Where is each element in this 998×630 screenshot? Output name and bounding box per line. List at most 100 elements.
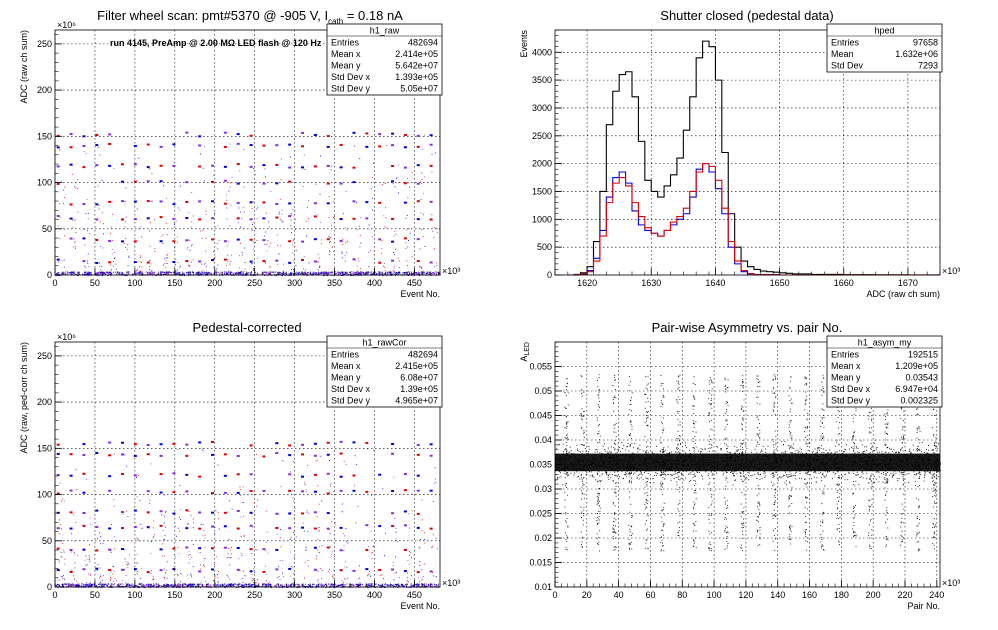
data-point	[293, 567, 294, 568]
data-point	[167, 254, 168, 255]
data-point	[239, 267, 240, 268]
data-point	[111, 524, 112, 525]
data-point	[241, 218, 242, 219]
data-point	[628, 451, 629, 452]
data-point	[232, 509, 233, 510]
data-point	[193, 527, 194, 528]
data-point	[730, 472, 731, 473]
data-point	[811, 467, 812, 468]
data-point	[930, 463, 931, 464]
data-point	[198, 441, 201, 443]
data-point	[293, 501, 294, 502]
data-point	[317, 460, 318, 461]
data-point	[780, 457, 781, 458]
data-point	[371, 495, 372, 496]
data-point	[59, 150, 60, 151]
data-point	[314, 238, 317, 240]
stats-label: Mean y	[331, 61, 361, 71]
data-point	[257, 258, 258, 259]
data-point	[84, 512, 85, 513]
data-point	[306, 550, 307, 551]
data-point	[646, 459, 647, 460]
data-point	[866, 473, 867, 474]
x-tick-label: 1670	[898, 278, 918, 288]
data-point	[237, 217, 240, 219]
data-point	[84, 244, 85, 245]
data-point	[747, 459, 748, 460]
data-point	[814, 477, 815, 478]
data-point	[623, 461, 624, 462]
data-point	[230, 182, 231, 183]
data-point	[227, 584, 228, 585]
data-point	[152, 579, 153, 580]
data-point	[211, 181, 214, 183]
data-point	[188, 584, 189, 585]
data-point	[164, 516, 165, 517]
data-point	[384, 263, 385, 264]
data-point	[252, 580, 253, 581]
data-point	[57, 474, 60, 476]
data-point	[758, 472, 759, 473]
data-point	[703, 458, 704, 459]
data-point	[172, 218, 175, 220]
data-point	[907, 464, 908, 465]
data-point	[86, 213, 87, 214]
data-point	[128, 562, 129, 563]
data-point	[707, 454, 708, 455]
data-point	[424, 584, 425, 585]
data-point	[340, 527, 343, 529]
data-point	[265, 550, 266, 551]
data-point	[853, 481, 854, 482]
data-point	[680, 469, 681, 470]
data-point	[215, 226, 216, 227]
data-point	[282, 560, 283, 561]
data-point	[74, 238, 75, 239]
data-point	[354, 146, 355, 147]
data-point	[295, 508, 296, 509]
data-point	[76, 584, 77, 585]
data-point	[268, 553, 269, 554]
data-point	[305, 169, 306, 170]
data-point	[773, 439, 774, 440]
data-point	[658, 462, 659, 463]
data-point	[862, 444, 863, 445]
data-point	[243, 207, 244, 208]
data-point	[113, 261, 114, 262]
data-point	[899, 471, 900, 472]
data-point	[61, 528, 62, 529]
data-point	[685, 442, 686, 443]
data-point	[128, 516, 129, 517]
data-point	[105, 274, 106, 275]
data-point	[108, 143, 111, 145]
data-point	[357, 274, 358, 275]
y-tick-label: 4000	[532, 47, 552, 57]
data-point	[219, 494, 220, 495]
data-point	[396, 272, 397, 273]
data-point	[166, 257, 167, 258]
data-point	[562, 455, 563, 456]
data-point	[257, 240, 258, 241]
y-tick-label: 2500	[532, 131, 552, 141]
data-point	[358, 258, 359, 259]
data-point	[329, 242, 330, 243]
data-point	[185, 239, 188, 241]
data-point	[818, 456, 819, 457]
data-point	[407, 247, 408, 248]
data-point	[434, 483, 435, 484]
data-point	[678, 457, 679, 458]
data-point	[193, 522, 194, 523]
data-point	[934, 485, 935, 486]
data-point	[288, 473, 291, 475]
data-point	[171, 584, 172, 585]
data-point	[153, 576, 154, 577]
data-point	[206, 214, 207, 215]
data-point	[810, 456, 811, 457]
data-point	[121, 473, 124, 475]
data-point	[347, 230, 348, 231]
data-point	[885, 475, 886, 476]
data-point	[250, 444, 253, 446]
data-point	[820, 470, 821, 471]
data-point	[250, 261, 253, 263]
data-point	[849, 462, 850, 463]
data-point	[151, 173, 152, 174]
